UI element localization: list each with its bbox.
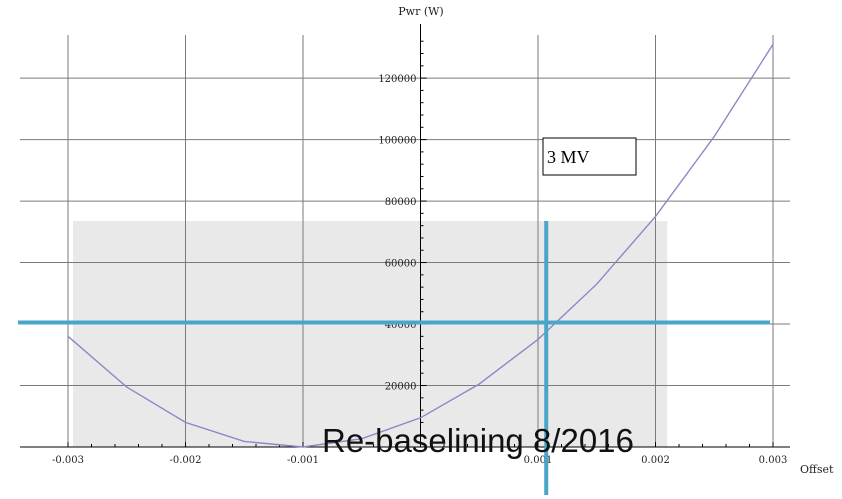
curve-point	[772, 43, 774, 45]
axes-layer: -0.003 -0.002 -0.001 0.001 0.002 0.003 20000 40…	[20, 24, 790, 466]
label-box: 3 MV	[542, 137, 637, 176]
label-box-frame	[542, 137, 637, 176]
y-tick-label: 80000	[385, 197, 417, 208]
shaded-region	[73, 221, 668, 447]
curve-point	[713, 135, 715, 138]
curve-point	[361, 438, 363, 440]
label-box-text: 3 MV	[547, 147, 590, 167]
x-tick-label: 0.003	[759, 455, 788, 466]
x-tick-label: -0.001	[287, 455, 319, 466]
y-tick-label: 60000	[385, 259, 417, 270]
curve-point	[302, 446, 304, 448]
curve-point	[243, 440, 245, 443]
curve-layer	[67, 43, 774, 448]
y-tick-label: 20000	[385, 382, 417, 393]
curve-point	[478, 383, 480, 385]
curve-point	[596, 283, 598, 285]
x-tick-label: 0.001	[524, 455, 553, 466]
x-axis-title: Offset	[800, 463, 834, 476]
x-tick-label: 0.002	[641, 455, 670, 466]
y-tick-label: 40000	[385, 320, 417, 331]
y-axis-title: Pwr (W)	[398, 5, 443, 18]
reference-lines-layer	[18, 221, 770, 495]
curve-point	[537, 338, 539, 341]
footer-annotation: Re-baselining 8/2016	[322, 422, 634, 459]
curve-point	[67, 335, 69, 337]
curve-point	[126, 386, 128, 388]
x-tick-label: -0.003	[52, 455, 84, 466]
grid-layer	[20, 35, 790, 447]
curve-point	[184, 421, 187, 424]
curve-point	[654, 215, 657, 218]
shaded-region-layer	[73, 221, 668, 447]
curve-point	[419, 417, 422, 419]
x-tick-label: -0.002	[169, 455, 201, 466]
y-tick-label: 120000	[378, 74, 416, 85]
y-tick-label: 100000	[378, 136, 416, 147]
